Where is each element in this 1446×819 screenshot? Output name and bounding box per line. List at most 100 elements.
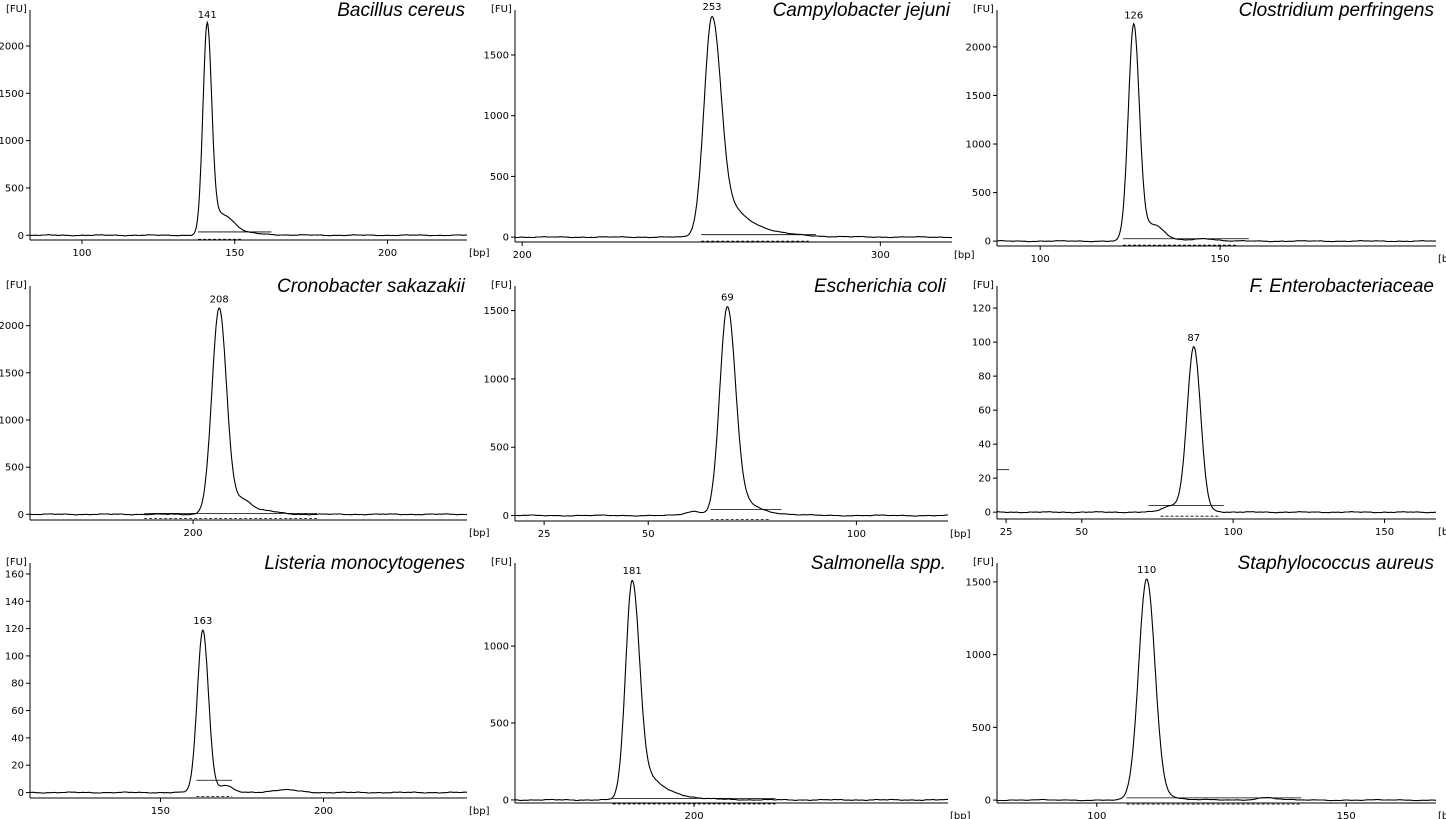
panel-title: Campylobacter jejuni [773,0,951,21]
y-tick-label: 1000 [484,374,509,385]
trace-line [997,22,1437,243]
y-tick-label: 100 [5,651,24,662]
y-tick-label: 500 [490,443,509,454]
y-tick-label: 1500 [484,50,509,61]
y-tick-label: 80 [11,679,24,690]
peak-label: 110 [1137,565,1156,576]
peak-label: 208 [210,295,229,306]
y-tick-label: 500 [5,463,24,474]
y-tick-label: 1500 [0,368,24,379]
y-unit-label: [FU] [6,557,27,568]
y-tick-label: 500 [972,188,991,199]
peak-label: 163 [193,616,212,627]
panel-title: Escherichia coli [814,276,947,297]
y-tick-label: 140 [5,597,24,608]
trace-line [514,306,948,517]
y-tick-label: 1000 [484,642,509,653]
x-tick-label: 25 [1000,527,1013,538]
y-tick-label: 40 [11,733,24,744]
y-tick-label: 500 [5,183,24,194]
x-tick-label: 100 [847,529,866,540]
x-tick-label: 100 [1031,254,1050,265]
trace-line [30,629,468,794]
panel-8: 0 500 1000 200 [FU] [bp] Salmonella spp. 181 [484,553,971,819]
trace-line [515,15,952,239]
peak-label: 141 [198,10,217,21]
panel-6: 0 20 40 60 80 100 120 25 50 100 150 [FU] [bp] F. Ente… [972,276,1446,538]
x-unit-label: [bp] [1438,811,1446,819]
y-tick-label: 2000 [0,321,24,332]
y-tick-label: 100 [972,338,991,349]
y-unit-label: [FU] [973,4,994,15]
x-tick-label: 200 [184,528,203,539]
x-tick-label: 150 [1375,527,1394,538]
x-tick-label: 200 [314,806,333,817]
panel-title: Staphylococcus aureus [1238,553,1435,574]
y-tick-label: 500 [490,172,509,183]
x-tick-label: 200 [513,250,532,261]
panel-title: Listeria monocytogenes [264,553,465,574]
trace-line [30,20,467,237]
y-tick-label: 80 [978,372,991,383]
y-unit-label: [FU] [6,4,27,15]
y-unit-label: [FU] [491,280,512,291]
panel-2: 0 500 1000 1500 200 300 [FU] [bp] Campylobacter … [484,0,975,261]
y-unit-label: [FU] [491,4,512,15]
peak-label: 87 [1187,333,1200,344]
x-unit-label: [bp] [950,811,971,819]
y-tick-label: 60 [978,406,991,417]
y-tick-label: 60 [11,706,24,717]
x-tick-label: 25 [538,529,551,540]
x-tick-label: 200 [378,248,397,259]
y-tick-label: 120 [5,624,24,635]
y-tick-label: 0 [18,510,24,521]
peak-label: 69 [721,292,734,303]
y-tick-label: 0 [18,231,24,242]
y-tick-label: 0 [18,788,24,799]
x-unit-label: [bp] [1438,254,1446,265]
y-tick-label: 1000 [0,415,24,426]
y-tick-label: 20 [11,761,24,772]
x-unit-label: [bp] [950,529,971,540]
panel-title: Bacillus cereus [337,0,465,21]
y-tick-label: 1500 [966,91,991,102]
trace-line [997,345,1436,514]
x-tick-label: 150 [1211,254,1230,265]
y-tick-label: 1000 [484,111,509,122]
peak-label: 181 [623,566,642,577]
y-tick-label: 2000 [0,41,24,52]
y-tick-label: 160 [5,569,24,580]
y-unit-label: [FU] [6,280,27,291]
y-tick-label: 0 [985,237,991,248]
x-tick-label: 100 [1224,527,1243,538]
y-tick-label: 120 [972,304,991,315]
x-tick-label: 100 [72,248,91,259]
x-unit-label: [bp] [469,528,490,539]
y-tick-label: 1000 [0,136,24,147]
panel-title: Salmonella spp. [811,553,946,574]
x-unit-label: [bp] [1438,527,1446,538]
y-tick-label: 1500 [966,577,991,588]
peak-label: 126 [1124,11,1143,22]
x-tick-label: 150 [225,248,244,259]
y-tick-label: 1000 [966,140,991,151]
x-tick-label: 200 [685,811,704,819]
x-unit-label: [bp] [954,250,975,261]
panel-5: 0 500 1000 1500 25 50 100 [FU] [bp] Escherichia c… [484,276,971,540]
peak-label: 253 [702,2,721,13]
y-tick-label: 0 [985,796,991,807]
y-tick-label: 0 [503,511,509,522]
x-tick-label: 150 [1337,811,1356,819]
x-unit-label: [bp] [469,248,490,259]
trace-line [996,578,1436,802]
y-tick-label: 0 [503,795,509,806]
panel-4: 0 500 1000 1500 2000 200 [FU] [bp] Cronobacter s… [0,276,490,539]
y-tick-label: 40 [978,440,991,451]
x-unit-label: [bp] [469,806,490,817]
panel-title: F. Enterobacteriaceae [1250,276,1435,297]
panel-3: 0 500 1000 1500 2000 100 150 [FU] [bp] Clostridiu… [966,0,1446,265]
y-tick-label: 0 [985,508,991,519]
y-tick-label: 2000 [966,42,991,53]
y-tick-label: 0 [503,233,509,244]
